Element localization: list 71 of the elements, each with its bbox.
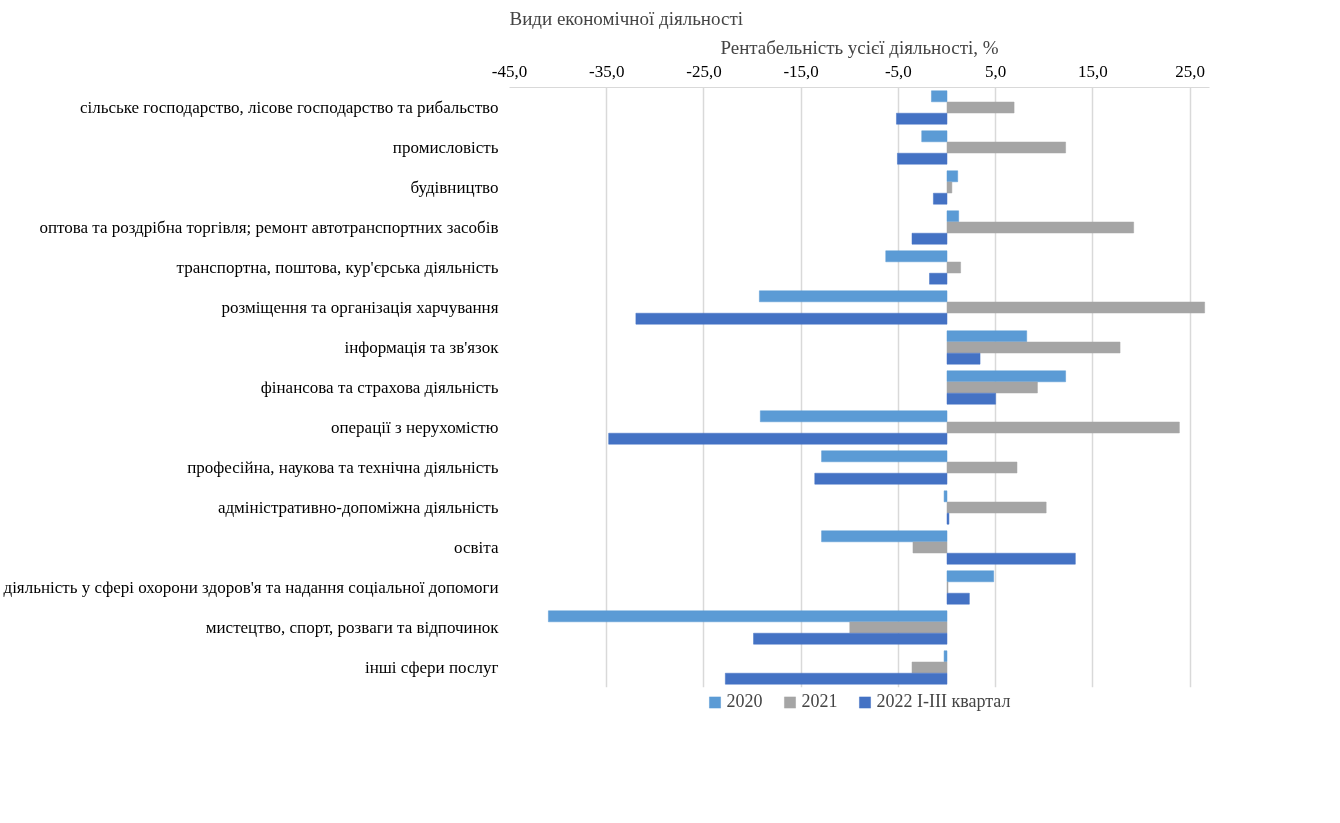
bar <box>821 530 948 543</box>
bar <box>548 610 948 623</box>
y-tick-label: діяльність у сфері охорони здоров'я та надання соціальної допомоги <box>3 578 499 597</box>
bar <box>946 392 996 405</box>
y-tick-label: сільське господарство, лісове господарство та рибальство <box>79 98 499 117</box>
bar <box>753 632 948 645</box>
bar <box>946 221 1134 234</box>
bar <box>760 410 948 423</box>
bar <box>821 450 948 463</box>
bar <box>946 570 994 583</box>
bar <box>946 552 1076 565</box>
y-tick-label: інформація та зв'язок <box>344 338 500 357</box>
bar <box>946 592 970 605</box>
bar <box>946 301 1205 314</box>
bar <box>849 621 948 634</box>
y-tick-label: професійна, наукова та технічна діяльність <box>187 458 499 477</box>
bar <box>911 232 948 245</box>
bar <box>911 661 948 674</box>
bar <box>933 192 948 205</box>
bar <box>946 381 1038 394</box>
bar <box>725 672 948 685</box>
bar <box>814 472 948 485</box>
bar <box>946 421 1180 434</box>
bar <box>943 650 948 663</box>
bar <box>946 141 1066 154</box>
bar <box>885 250 948 263</box>
bar <box>946 370 1066 383</box>
x-tick-label: -5,0 <box>884 61 912 81</box>
y-tick-label: операції з нерухомістю <box>330 418 499 437</box>
bar <box>946 261 961 274</box>
y-tick-label: будівництво <box>410 178 499 197</box>
y-tick-label: розміщення та організація харчування <box>221 298 499 317</box>
bar <box>635 312 948 325</box>
y-tick-label: мистецтво, спорт, розваги та відпочинок <box>205 618 500 637</box>
x-tick-label: -15,0 <box>783 61 819 81</box>
y-tick-label: фінансова та страхова діяльність <box>260 378 499 397</box>
bar <box>608 432 948 445</box>
bar <box>946 341 1121 354</box>
legend-label: 2022 І-ІІІ квартал <box>876 691 1011 712</box>
y-tick-label: освіта <box>454 538 499 557</box>
bar <box>946 210 959 223</box>
bar <box>946 461 1018 474</box>
y-axis-title: Види економічної діяльності <box>509 7 743 29</box>
y-tick-label: адміністративно-допоміжна діяльність <box>217 498 499 517</box>
bar <box>896 112 948 125</box>
bar <box>946 501 1047 514</box>
bar <box>912 541 948 554</box>
y-tick-label: транспортна, поштова, кур'єрська діяльність <box>176 258 499 277</box>
y-tick-label: інші сфери послуг <box>364 658 499 677</box>
x-tick-label: -25,0 <box>686 61 722 81</box>
bar <box>759 290 948 303</box>
x-tick-label: -35,0 <box>589 61 625 81</box>
bar <box>897 152 948 165</box>
x-tick-label: 25,0 <box>1175 61 1205 81</box>
x-axis-title: Рентабельність усієї діяльності, % <box>720 36 999 58</box>
bar <box>943 490 948 503</box>
bar <box>946 181 953 194</box>
y-tick-label: промисловість <box>392 138 499 157</box>
x-tick-label: 15,0 <box>1077 61 1108 81</box>
bar <box>931 90 948 103</box>
legend-label: 2020 <box>726 691 763 712</box>
bar <box>946 330 1027 343</box>
y-tick-label: оптова та роздрібна торгівля; ремонт автотранспортних засобів <box>39 218 499 237</box>
legend-label: 2021 <box>801 691 838 712</box>
bar <box>946 170 958 183</box>
x-tick-label: 5,0 <box>984 61 1007 81</box>
bar <box>929 272 948 285</box>
bar <box>921 130 948 143</box>
bar <box>946 352 981 365</box>
bar <box>946 101 1015 114</box>
x-tick-label: -45,0 <box>491 61 528 81</box>
